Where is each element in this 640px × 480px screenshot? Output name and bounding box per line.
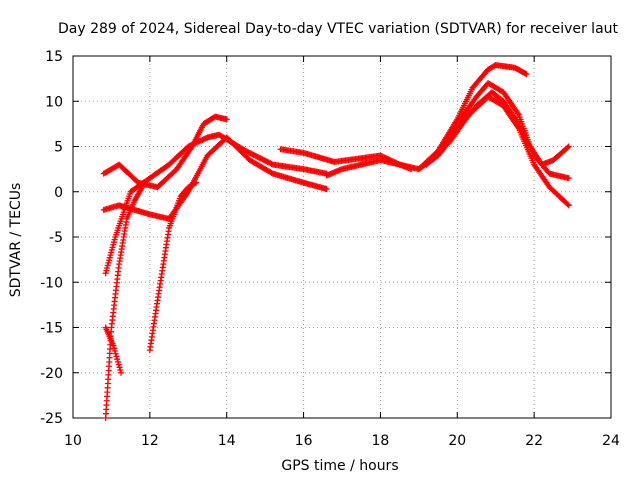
- data-point: [111, 348, 118, 355]
- chart-title: Day 289 of 2024, Sidereal Day-to-day VTE…: [58, 21, 619, 37]
- x-tick-label: 10: [64, 433, 82, 449]
- data-point: [118, 369, 125, 376]
- data-point: [114, 356, 121, 363]
- series-track-4: [146, 179, 199, 354]
- data-point: [111, 345, 118, 352]
- data-point: [114, 358, 121, 365]
- series-track-8: [323, 62, 530, 179]
- axis-ticks: 10 12 14 16 18 20 22 24 -25 -20 -15 -10 -5 0 5 10 15: [40, 49, 620, 449]
- x-tick-label: 16: [295, 433, 313, 449]
- data-markers: [100, 62, 572, 421]
- y-tick-label: -20: [40, 366, 63, 382]
- data-point: [191, 180, 198, 187]
- data-point: [564, 201, 571, 208]
- y-tick-label: -25: [40, 411, 63, 427]
- data-point: [523, 71, 530, 78]
- data-point: [223, 116, 230, 123]
- grid-lines: [73, 56, 611, 418]
- data-point: [110, 342, 117, 349]
- data-point: [139, 184, 146, 191]
- data-point: [565, 202, 572, 209]
- x-tick-label: 24: [602, 433, 620, 449]
- y-tick-label: -5: [49, 230, 63, 246]
- data-point: [564, 144, 571, 151]
- y-tick-label: 15: [45, 49, 63, 65]
- y-tick-label: 10: [45, 94, 63, 110]
- x-tick-label: 20: [448, 433, 466, 449]
- y-tick-label: -15: [40, 321, 63, 337]
- series-track-11: [427, 93, 572, 209]
- x-axis-label: GPS time / hours: [281, 458, 398, 474]
- data-point: [116, 364, 123, 371]
- data-point: [565, 143, 572, 150]
- x-tick-label: 14: [218, 433, 236, 449]
- data-point: [323, 186, 330, 193]
- data-point: [112, 350, 119, 357]
- data-point: [192, 179, 199, 186]
- y-tick-label: 5: [54, 140, 63, 156]
- y-tick-label: 0: [54, 185, 63, 201]
- data-point: [117, 367, 124, 374]
- y-axis-label: SDTVAR / TECUs: [8, 183, 24, 298]
- y-tick-label: -10: [40, 275, 63, 291]
- data-point: [113, 353, 120, 360]
- series-track-6: [102, 184, 146, 421]
- data-point: [565, 175, 572, 182]
- x-tick-label: 18: [372, 433, 390, 449]
- x-tick-label: 22: [525, 433, 543, 449]
- x-tick-label: 12: [141, 433, 159, 449]
- data-point: [115, 361, 122, 368]
- series-track-3: [102, 131, 330, 277]
